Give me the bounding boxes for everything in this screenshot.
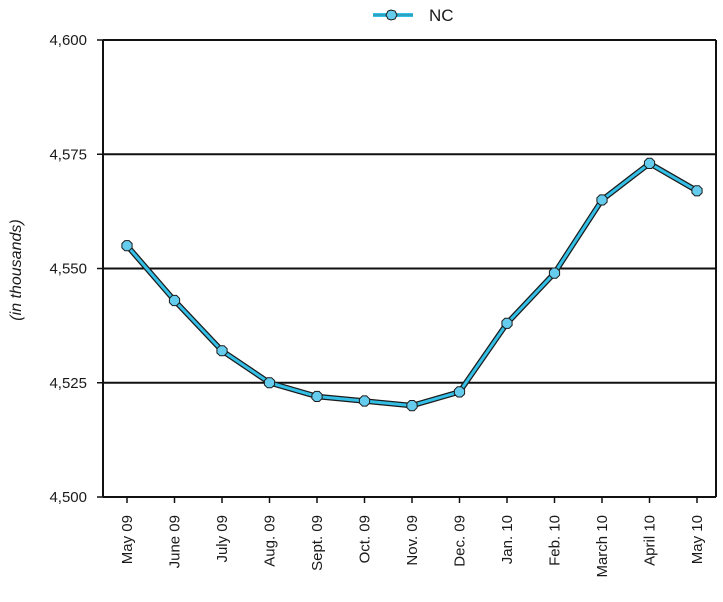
x-tick-label: Dec. 09	[452, 515, 469, 567]
y-tick-label: 4,550	[49, 261, 87, 278]
x-tick-label: Nov. 09	[404, 515, 421, 566]
data-point-marker	[548, 267, 561, 279]
y-axis-title: (in thousands)	[8, 219, 25, 320]
y-tick-labels: 4,500 4,525 4,550 4,575 4,600	[49, 32, 87, 506]
data-point-marker	[501, 317, 513, 329]
legend-label: NC	[429, 6, 454, 25]
axes	[97, 39, 717, 503]
data-point-marker	[216, 345, 228, 357]
series-layer	[121, 157, 703, 412]
data-point-marker	[691, 185, 703, 197]
gridlines	[103, 39, 716, 498]
y-tick-label: 4,500	[49, 489, 87, 506]
legend: NC	[373, 6, 454, 25]
data-point-marker	[263, 377, 276, 389]
x-tick-label: March 10	[594, 515, 611, 578]
data-point-marker	[311, 390, 323, 402]
series-line-outline	[124, 160, 699, 409]
x-tick-labels: May 09 June 09 July 09 Aug. 09 Sept. 09 Oct. …	[119, 515, 706, 578]
data-point-marker	[121, 240, 133, 252]
y-tick-label: 4,575	[49, 146, 87, 163]
data-point-marker	[643, 157, 656, 169]
x-tick-label: Sept. 09	[309, 515, 326, 571]
data-point-marker	[168, 294, 181, 307]
x-tick-label: Jan. 10	[499, 515, 516, 564]
data-point-marker	[406, 400, 418, 412]
legend-marker-icon	[385, 9, 398, 21]
x-tick-label: Feb. 10	[547, 515, 564, 566]
x-tick-label: April 10	[642, 515, 659, 566]
series-line	[125, 161, 698, 408]
x-tick-label: May 09	[119, 515, 136, 564]
x-tick-label: June 09	[167, 515, 184, 568]
data-point-marker	[453, 386, 466, 398]
x-tick-label: Oct. 09	[357, 515, 374, 563]
data-point-marker	[596, 194, 608, 206]
x-tick-label: Aug. 09	[262, 515, 279, 567]
x-tick-label: May 10	[689, 515, 706, 564]
x-tick-label: July 09	[214, 515, 231, 563]
y-tick-label: 4,525	[49, 375, 87, 392]
y-tick-label: 4,600	[49, 32, 87, 49]
data-point-marker	[358, 395, 371, 407]
